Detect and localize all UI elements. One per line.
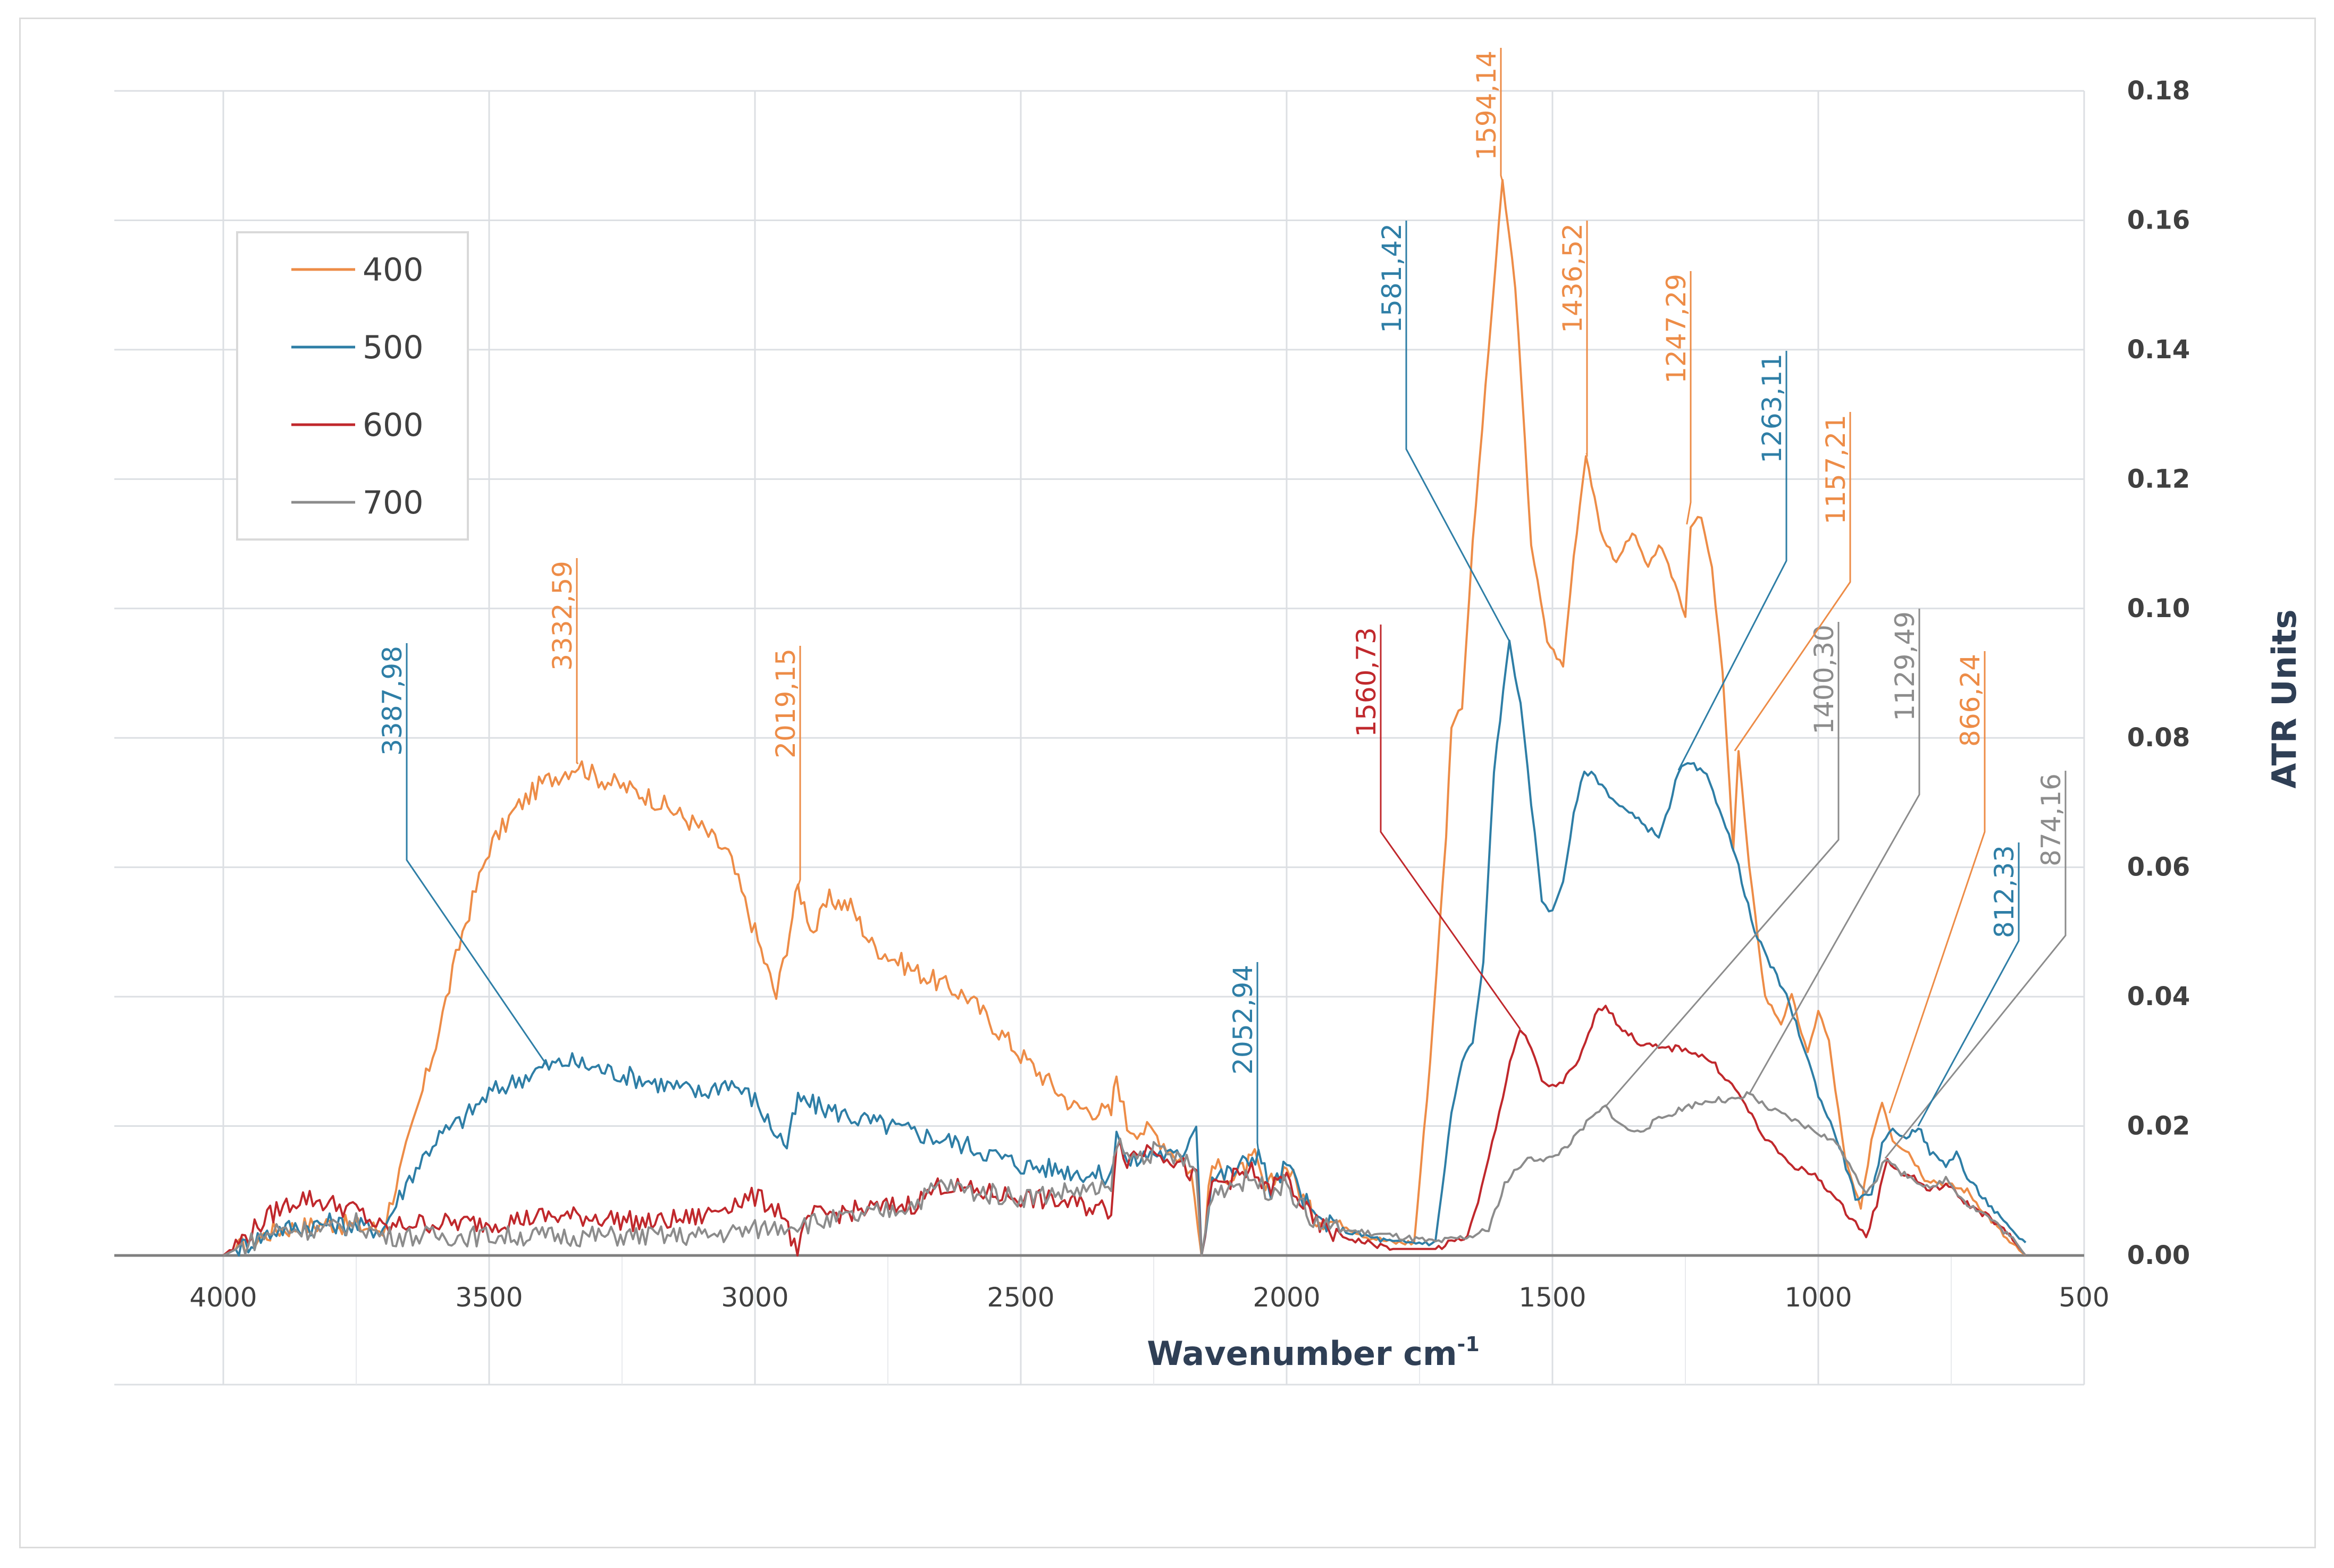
- legend-box: [236, 231, 469, 541]
- y-tick-label: 0.00: [2127, 1241, 2190, 1270]
- annotation-leader: [1585, 221, 1588, 458]
- x-tick-label: 1500: [1518, 1282, 1586, 1313]
- x-tick-label: 3500: [455, 1282, 523, 1313]
- annotation-label: 1581,42: [1376, 223, 1407, 333]
- y-axis: 0.00 0.02 0.04 0.06 0.08 0.10 0.12 0.14 0.16 0.18: [2127, 76, 2190, 1270]
- series-line-700: [223, 1091, 2027, 1257]
- annotation-label: 2019,15: [770, 648, 801, 758]
- series-group: [222, 179, 2027, 1257]
- legend: 400 500 600 700: [236, 231, 469, 541]
- annotation-label: 1594,14: [1471, 50, 1502, 161]
- annotation-label: 1436,52: [1557, 223, 1588, 333]
- legend-label-400: 400: [363, 251, 424, 289]
- annotation-leader: [1749, 609, 1920, 1094]
- annotation-label: 2052,94: [1228, 965, 1258, 1075]
- legend-label-500: 500: [363, 329, 424, 366]
- legend-label-700: 700: [363, 484, 424, 521]
- legend-label-600: 600: [363, 407, 424, 444]
- y-tick-label: 0.08: [2127, 723, 2190, 753]
- annotation-label: 1263,11: [1757, 353, 1787, 463]
- annotation-leader: [1884, 771, 2067, 1159]
- grid: [114, 90, 2085, 1386]
- series-line-500: [223, 639, 2027, 1257]
- annotation-leader: [1256, 962, 1260, 1152]
- annotation-label: 3387,98: [377, 646, 408, 756]
- annotation-leader: [1917, 842, 2020, 1127]
- annotation-leader: [797, 646, 801, 887]
- y-tick-label: 0.18: [2127, 76, 2190, 106]
- y-tick-label: 0.04: [2127, 982, 2190, 1011]
- annotation-leader: [1500, 48, 1504, 182]
- annotation-label: 3332,59: [547, 561, 578, 671]
- annotation-leader: [1677, 351, 1787, 771]
- annotation-leader: [406, 643, 550, 1068]
- annotation-leader: [1888, 651, 1986, 1114]
- y-tick-label: 0.02: [2127, 1111, 2190, 1141]
- annotation-label: 874,16: [2036, 773, 2067, 866]
- x-tick-label: 4000: [189, 1282, 257, 1313]
- y-tick-label: 0.12: [2127, 464, 2190, 494]
- chart-frame: [19, 18, 2316, 1548]
- series-line-600: [222, 1005, 2027, 1257]
- peak-annotations: 3387,98 3332,59 2019,15 2052,94 1594,14 1581,…: [377, 48, 2067, 1159]
- annotation-leader: [1380, 625, 1521, 1030]
- series-line-400: [223, 179, 2027, 1257]
- annotation-label: 1400,30: [1809, 625, 1840, 735]
- y-axis-title: ATR Units: [2265, 609, 2304, 788]
- x-axis-title: Wavenumber cm-1: [1147, 1333, 1480, 1373]
- y-tick-label: 0.10: [2127, 594, 2190, 623]
- annotation-label: 1157,21: [1820, 415, 1851, 525]
- annotation-label: 1247,29: [1661, 274, 1692, 384]
- y-tick-label: 0.14: [2127, 335, 2190, 365]
- x-tick-label: 500: [2059, 1282, 2109, 1313]
- y-tick-label: 0.06: [2127, 853, 2190, 882]
- annotation-label: 1560,73: [1351, 627, 1382, 737]
- annotation-leader: [576, 558, 579, 765]
- annotation-label: 1129,49: [1890, 611, 1920, 721]
- x-tick-label: 2500: [987, 1282, 1054, 1313]
- x-axis: 4000 3500 3000 2500 2000 1500 1000 500: [114, 1254, 2110, 1313]
- x-tick-label: 2000: [1253, 1282, 1320, 1313]
- annotation-leader: [1734, 412, 1851, 752]
- y-tick-label: 0.16: [2127, 205, 2190, 235]
- annotation-leader: [1605, 622, 1840, 1107]
- annotation-label: 812,33: [1989, 845, 2020, 938]
- annotation-label: 866,24: [1955, 654, 1986, 747]
- annotation-leader: [1405, 221, 1510, 642]
- x-tick-label: 3000: [721, 1282, 788, 1313]
- x-tick-label: 1000: [1784, 1282, 1852, 1313]
- annotation-leader: [1686, 271, 1692, 525]
